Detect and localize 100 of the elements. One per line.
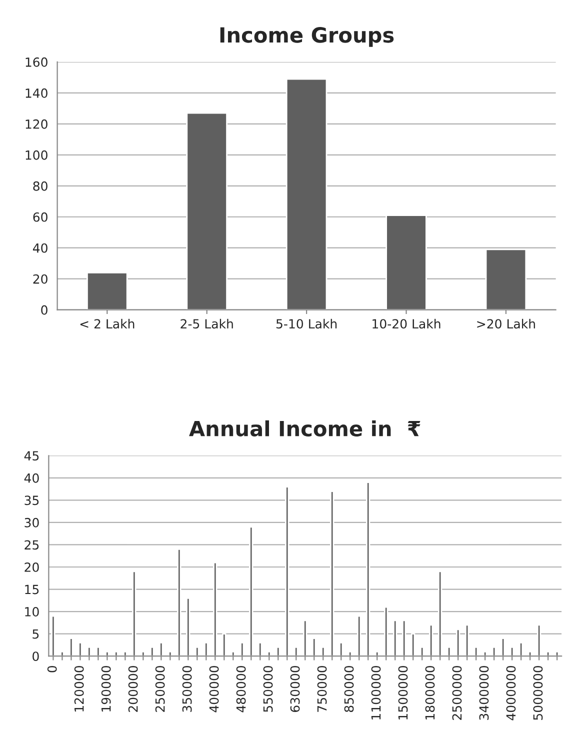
x-tick-label: < 2 Lakh <box>80 318 134 329</box>
x-tick-label: 0 <box>47 666 57 672</box>
bar <box>510 646 514 656</box>
bar <box>86 272 128 310</box>
bar <box>321 646 326 656</box>
y-tick-label: 30 <box>24 518 39 528</box>
x-tick-label: 5000000 <box>533 666 543 720</box>
bar <box>267 650 272 656</box>
chart-title: Annual Income in ₹ <box>189 420 420 436</box>
bar <box>276 646 280 656</box>
x-tick-label: 2500000 <box>452 666 462 720</box>
bar <box>204 642 208 656</box>
x-tick-label: 350000 <box>182 666 192 712</box>
bar <box>186 597 190 656</box>
bar <box>114 650 118 656</box>
bar <box>168 650 172 656</box>
bar <box>402 620 406 656</box>
bar <box>303 620 308 656</box>
y-tick-label: 15 <box>25 584 39 594</box>
bar <box>186 112 228 310</box>
y-tick-label: 100 <box>26 150 48 160</box>
bar <box>447 646 452 656</box>
y-tick-label: 20 <box>33 274 48 284</box>
bar <box>213 562 218 656</box>
x-tick-label: 1500000 <box>398 666 408 720</box>
bar <box>258 642 262 656</box>
y-tick-label: 25 <box>24 540 39 550</box>
bar <box>105 650 110 656</box>
bar <box>286 78 328 310</box>
bar <box>528 650 532 656</box>
bar <box>546 650 550 656</box>
bar <box>474 646 478 656</box>
x-tick-label: 2-5 Lakh <box>180 318 233 329</box>
bar <box>411 633 416 656</box>
bar <box>420 646 424 656</box>
x-tick-label: 3400000 <box>479 666 489 720</box>
y-tick-label: 0 <box>32 652 39 662</box>
bar <box>60 650 64 656</box>
bar <box>375 650 380 656</box>
y-tick-label: 35 <box>24 496 39 506</box>
bar <box>501 638 506 656</box>
bar <box>141 650 146 656</box>
bar <box>249 526 254 656</box>
y-tick-label: 0 <box>41 305 48 315</box>
bar <box>339 642 344 656</box>
x-tick-label: 400000 <box>209 666 219 712</box>
bar <box>96 646 100 656</box>
bar <box>132 570 136 656</box>
bar <box>159 642 164 656</box>
x-tick-label: 480000 <box>236 666 246 712</box>
bar <box>348 650 352 656</box>
y-tick-label: 80 <box>33 181 48 191</box>
bar <box>87 646 92 656</box>
bar <box>312 638 316 656</box>
bar <box>357 615 362 656</box>
y-tick-label: 10 <box>25 607 39 616</box>
bar <box>386 214 427 310</box>
y-tick-label: 140 <box>26 88 48 98</box>
y-tick-label: 40 <box>24 473 39 483</box>
bar <box>285 486 290 656</box>
bar <box>330 490 334 656</box>
x-tick-label: 4000000 <box>506 666 516 720</box>
bar <box>294 646 298 656</box>
bar <box>393 620 398 656</box>
bar <box>69 638 74 656</box>
chart-title: Income Groups <box>220 27 394 47</box>
bar <box>177 548 182 656</box>
x-tick-label: 10-20 Lakh <box>372 318 440 329</box>
x-tick-label: 190000 <box>101 666 111 712</box>
x-tick-label: 750000 <box>317 666 327 712</box>
bar <box>384 606 388 656</box>
y-tick-label: 40 <box>32 243 48 253</box>
bar <box>465 624 470 656</box>
x-tick-label: 120000 <box>74 666 84 712</box>
y-tick-label: 60 <box>33 212 48 222</box>
y-tick-label: 45 <box>24 451 39 461</box>
y-tick-label: 160 <box>26 57 48 67</box>
x-tick-label: 250000 <box>155 666 165 712</box>
x-tick-label: >20 Lakh <box>477 318 535 329</box>
x-tick-label: 5-10 Lakh <box>276 318 337 329</box>
bar <box>231 650 236 656</box>
y-tick-label: 5 <box>32 629 39 639</box>
y-tick-label: 20 <box>24 562 39 572</box>
x-tick-label: 1800000 <box>425 666 435 720</box>
bar <box>519 642 524 656</box>
bar <box>195 646 200 656</box>
bar <box>554 650 560 656</box>
bar <box>483 650 488 656</box>
bar <box>366 482 370 656</box>
bar <box>51 615 56 656</box>
bar <box>240 642 244 656</box>
bar <box>429 624 434 656</box>
x-tick-label: 630000 <box>290 666 300 712</box>
bar <box>492 646 496 656</box>
x-tick-label: 850000 <box>344 666 354 712</box>
bar <box>78 642 82 656</box>
bar <box>485 248 527 310</box>
x-tick-label: 1100000 <box>371 666 381 720</box>
bar <box>222 633 226 656</box>
bar <box>537 624 542 656</box>
